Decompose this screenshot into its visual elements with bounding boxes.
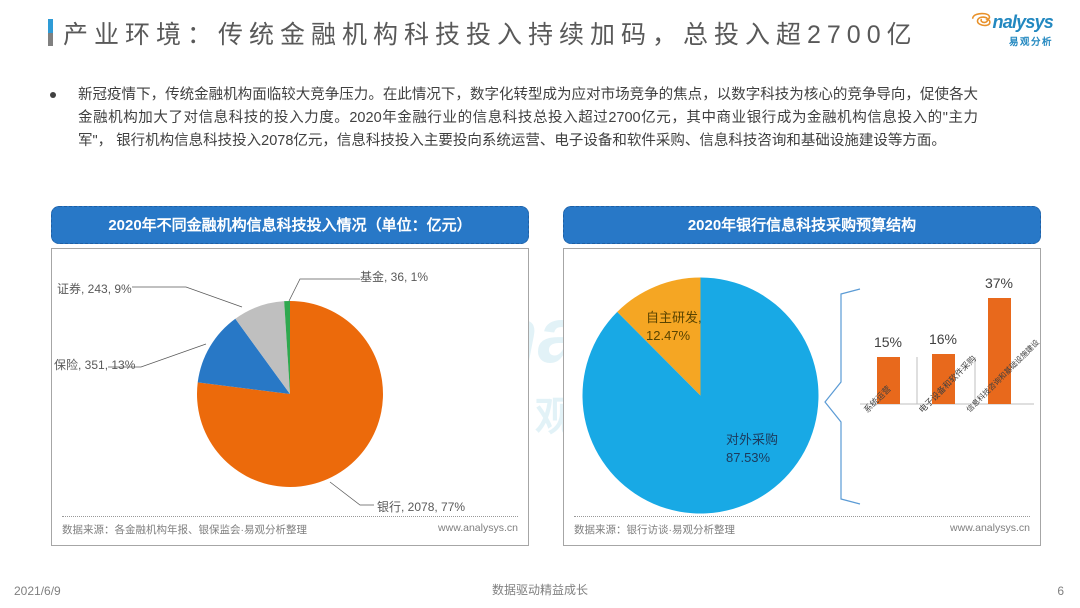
svg-text:37%: 37% [985,275,1013,291]
svg-text:15%: 15% [874,334,902,350]
svg-text:16%: 16% [929,331,957,347]
